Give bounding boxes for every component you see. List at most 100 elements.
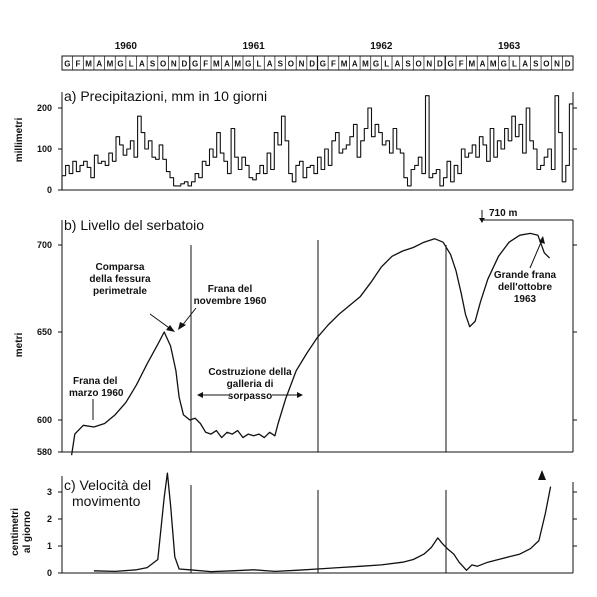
month-label: A — [96, 60, 102, 69]
month-label: M — [85, 60, 92, 69]
month-label: N — [171, 60, 177, 69]
ann-comparsa-l3: perimetrale — [93, 286, 147, 297]
month-label: O — [416, 60, 422, 69]
ann-grande-l2: dell'ottobre — [498, 282, 552, 293]
month-label: L — [512, 60, 517, 69]
month-label: S — [150, 60, 156, 69]
a-title: a) Precipitazioni, mm in 10 giorni — [64, 88, 267, 104]
year-labels: 1960 1961 1962 1963 — [115, 41, 521, 52]
year-label-1962: 1962 — [370, 41, 393, 52]
ann-grande-arrowhead — [539, 236, 545, 244]
b-ylabel: metri — [14, 333, 25, 358]
ann-comparsa-l1: Comparsa — [96, 262, 145, 273]
rain-series — [61, 95, 573, 190]
reservoir-level-series — [70, 232, 551, 456]
ann-galleria-l2: galleria di — [227, 379, 274, 390]
ann-frana-marzo-l2: marzo 1960 — [69, 388, 124, 399]
month-label: D — [437, 60, 443, 69]
month-label: O — [288, 60, 294, 69]
c-title-l1: c) Velocità del — [64, 477, 151, 493]
month-label: M — [107, 60, 114, 69]
ann-frana-marzo-l1: Frana del — [73, 376, 118, 387]
velocity-series — [93, 472, 552, 573]
month-label: N — [426, 60, 432, 69]
c-title-l2: movimento — [72, 493, 141, 509]
month-label: L — [257, 60, 262, 69]
c-tick-label-1: 1 — [47, 541, 52, 551]
month-label: M — [362, 60, 369, 69]
month-label: G — [64, 60, 70, 69]
ann-galleria-l1: Costruzione della — [208, 367, 292, 378]
ann-710: 710 m — [489, 208, 517, 219]
a-ylabel: millimetri — [14, 118, 25, 163]
velocity-arrowhead — [538, 470, 546, 480]
ann-frana-nov-l1: Frana del — [208, 284, 253, 295]
c-tick-label-2: 2 — [47, 514, 52, 524]
month-label: N — [299, 60, 305, 69]
month-label: D — [565, 60, 571, 69]
month-label: A — [480, 60, 486, 69]
level-710-arrowhead — [479, 218, 485, 223]
month-label: S — [405, 60, 411, 69]
year-label-1963: 1963 — [498, 41, 521, 52]
month-label: L — [384, 60, 389, 69]
month-label: F — [203, 60, 208, 69]
panel-reservoir: 580 600 650 700 metri b) Livello del ser… — [14, 208, 577, 457]
month-label: O — [160, 60, 166, 69]
month-label: L — [129, 60, 134, 69]
b-tick-label-700: 700 — [37, 240, 52, 250]
month-label: G — [373, 60, 379, 69]
month-label: M — [341, 60, 348, 69]
panel-velocity: 0 1 2 3 centimetri al giorno c) Velocità… — [10, 470, 577, 578]
c-tick-label-3: 3 — [47, 487, 52, 497]
month-label: A — [394, 60, 400, 69]
c-tick-label-0: 0 — [47, 568, 52, 578]
month-label: G — [245, 60, 251, 69]
ann-galleria-arrowhead-right — [297, 392, 303, 398]
month-label: A — [139, 60, 145, 69]
month-label: G — [447, 60, 453, 69]
ann-comparsa-l2: della fessura — [89, 274, 151, 285]
month-label: M — [469, 60, 476, 69]
month-label: M — [234, 60, 241, 69]
month-label: A — [267, 60, 273, 69]
month-label: A — [522, 60, 528, 69]
b-title: b) Livello del serbatoio — [64, 217, 204, 233]
month-label: A — [224, 60, 230, 69]
ann-galleria-l3: sorpasso — [228, 391, 272, 402]
month-label: N — [554, 60, 560, 69]
b-tick-label-580: 580 — [37, 447, 52, 457]
month-label: D — [182, 60, 188, 69]
year-label-1961: 1961 — [243, 41, 266, 52]
b-tick-label-650: 650 — [37, 327, 52, 337]
ann-comparsa-arrowhead — [166, 325, 175, 332]
month-label: M — [213, 60, 220, 69]
ann-frana-nov-arrowhead — [178, 322, 186, 330]
month-label: G — [320, 60, 326, 69]
ann-galleria-arrowhead-left — [197, 392, 203, 398]
month-label: F — [76, 60, 81, 69]
year-label-1960: 1960 — [115, 41, 138, 52]
a-tick-label-0: 0 — [47, 185, 52, 195]
b-tick-label-600: 600 — [37, 415, 52, 425]
ann-frana-nov-l2: novembre 1960 — [194, 296, 267, 307]
month-label: M — [490, 60, 497, 69]
month-label: F — [331, 60, 336, 69]
month-label: D — [309, 60, 315, 69]
ann-grande-l3: 1963 — [514, 294, 537, 305]
month-label: A — [352, 60, 358, 69]
a-tick-label-100: 100 — [37, 144, 52, 154]
c-ylabel-1: centimetri — [10, 508, 21, 556]
month-label: G — [192, 60, 198, 69]
month-label: G — [117, 60, 123, 69]
month-label: O — [543, 60, 549, 69]
panel-precipitation: 0 100 200 millimetri a) Precipitazioni, … — [14, 88, 577, 195]
ann-grande-l1: Grande frana — [494, 270, 557, 281]
month-label: G — [501, 60, 507, 69]
a-tick-label-200: 200 — [37, 103, 52, 113]
ann-grande-arrow — [529, 239, 543, 269]
month-label: S — [278, 60, 284, 69]
month-label: S — [533, 60, 539, 69]
